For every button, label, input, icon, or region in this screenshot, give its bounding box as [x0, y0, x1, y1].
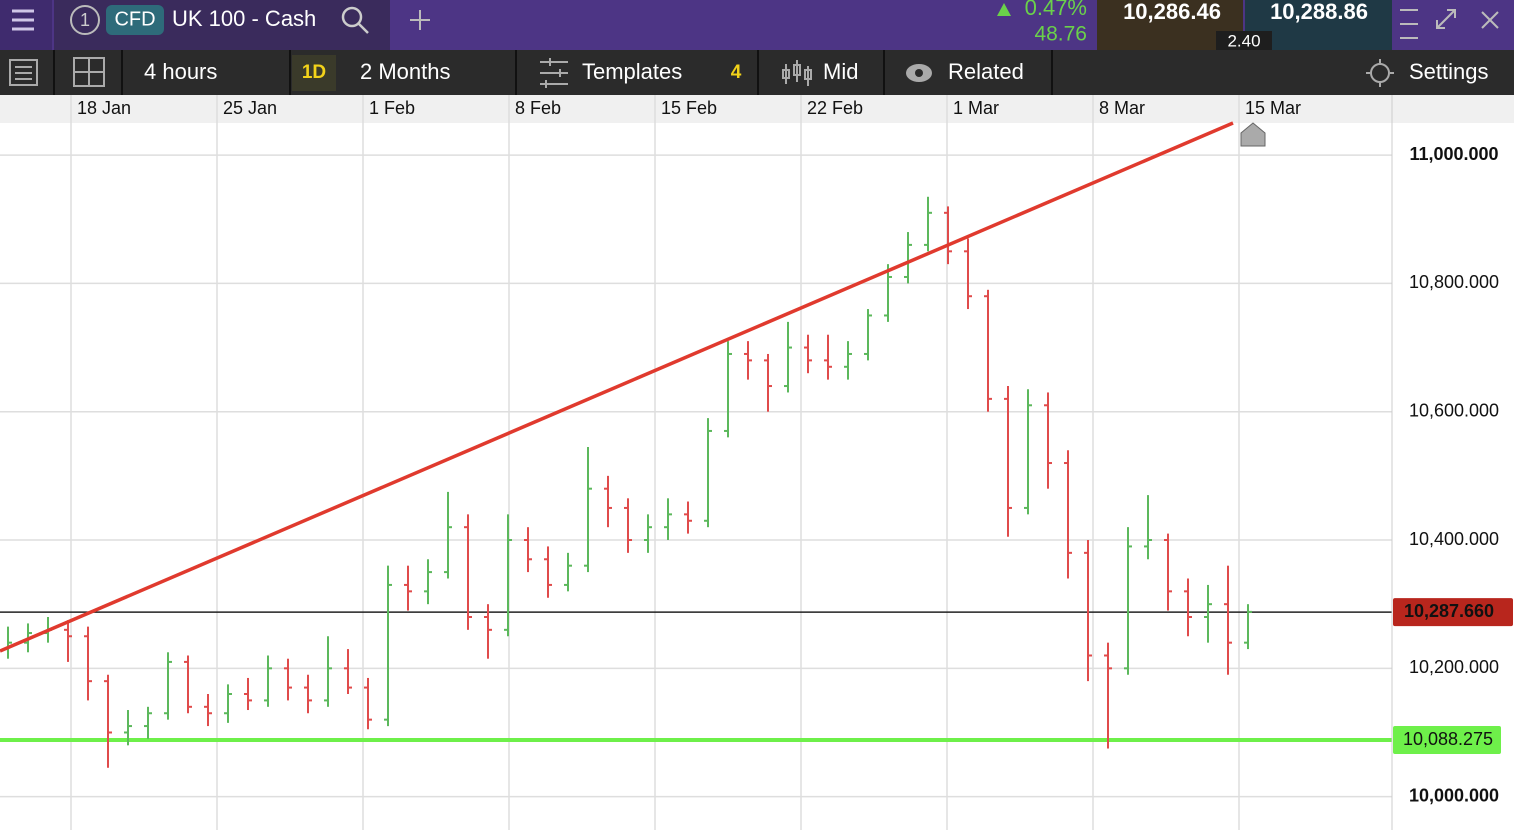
price-level-label: 10,088.275	[1403, 729, 1493, 749]
y-tick-label: 10,600.000	[1409, 400, 1499, 420]
price-level-box	[1393, 598, 1513, 627]
related[interactable]: Related	[948, 59, 1024, 84]
templates-count: 4	[731, 62, 742, 83]
close-icon[interactable]	[1481, 11, 1499, 29]
toolbar-dividers	[53, 50, 1053, 95]
price-level-label: 10,287.660	[1404, 601, 1494, 621]
period[interactable]: 2 Months	[360, 59, 451, 84]
market-name: UK 100 - Cash	[172, 6, 316, 31]
x-tick-label: 1 Mar	[953, 98, 999, 118]
instance-circle	[70, 5, 100, 35]
change-percent: 0.47%	[1025, 0, 1087, 20]
x-tick-label: 18 Jan	[77, 98, 131, 118]
y-tick-label: 10,200.000	[1409, 657, 1499, 677]
x-tick-label: 15 Feb	[661, 98, 717, 118]
price-type[interactable]: Mid	[823, 59, 858, 84]
menu-button[interactable]	[0, 0, 52, 50]
x-tick-label: 8 Feb	[515, 98, 561, 118]
trend-line	[0, 121, 1234, 653]
plot-area	[0, 95, 1392, 830]
price-axis-labels: 10,000.000 10,200.000 10,400.000 10,600.000…	[1393, 144, 1513, 805]
y-tick-label: 10,000.000	[1409, 785, 1499, 805]
interval[interactable]: 4 hours	[144, 59, 217, 84]
y-tick-label: 10,800.000	[1409, 272, 1499, 292]
add-tab[interactable]	[410, 10, 430, 30]
badge-text: CFD	[114, 8, 155, 30]
sell-price: 10,286.46	[1123, 0, 1221, 24]
instance-number: 1	[80, 10, 90, 30]
panel-icon[interactable]	[1400, 9, 1418, 39]
search-icon[interactable]	[341, 6, 369, 34]
date-axis	[0, 95, 1514, 123]
change-points: 48.76	[1034, 23, 1087, 46]
price-axis	[1392, 123, 1514, 830]
expand-icon[interactable]	[1436, 9, 1456, 29]
y-tick-label: 10,400.000	[1409, 529, 1499, 549]
settings-icon	[1366, 59, 1394, 87]
y-tick-label: 11,000.000	[1409, 144, 1498, 164]
templates-icon	[540, 58, 568, 88]
price-level-box	[1393, 726, 1501, 755]
mid-icon	[782, 60, 812, 86]
related-icon	[906, 64, 932, 82]
x-tick-label: 15 Mar	[1245, 98, 1301, 118]
templates[interactable]: Templates	[582, 59, 682, 84]
period-badge-bg	[292, 55, 336, 91]
buy-price: 10,288.86	[1270, 0, 1368, 24]
x-tick-label: 25 Jan	[223, 98, 277, 118]
period-badge[interactable]: 1D	[302, 62, 326, 83]
list-icon[interactable]	[9, 59, 38, 86]
up-arrow	[997, 3, 1011, 16]
menu-icon	[12, 9, 34, 31]
x-tick-label: 1 Feb	[369, 98, 415, 118]
layout-icon[interactable]	[73, 57, 105, 87]
settings[interactable]: Settings	[1409, 59, 1489, 84]
cfd-badge	[106, 5, 164, 35]
spread-box	[1216, 31, 1272, 51]
spread: 2.40	[1227, 31, 1260, 50]
x-tick-label: 8 Mar	[1099, 98, 1145, 118]
scroll-marker[interactable]	[1240, 122, 1266, 147]
x-tick-label: 22 Feb	[807, 98, 863, 118]
